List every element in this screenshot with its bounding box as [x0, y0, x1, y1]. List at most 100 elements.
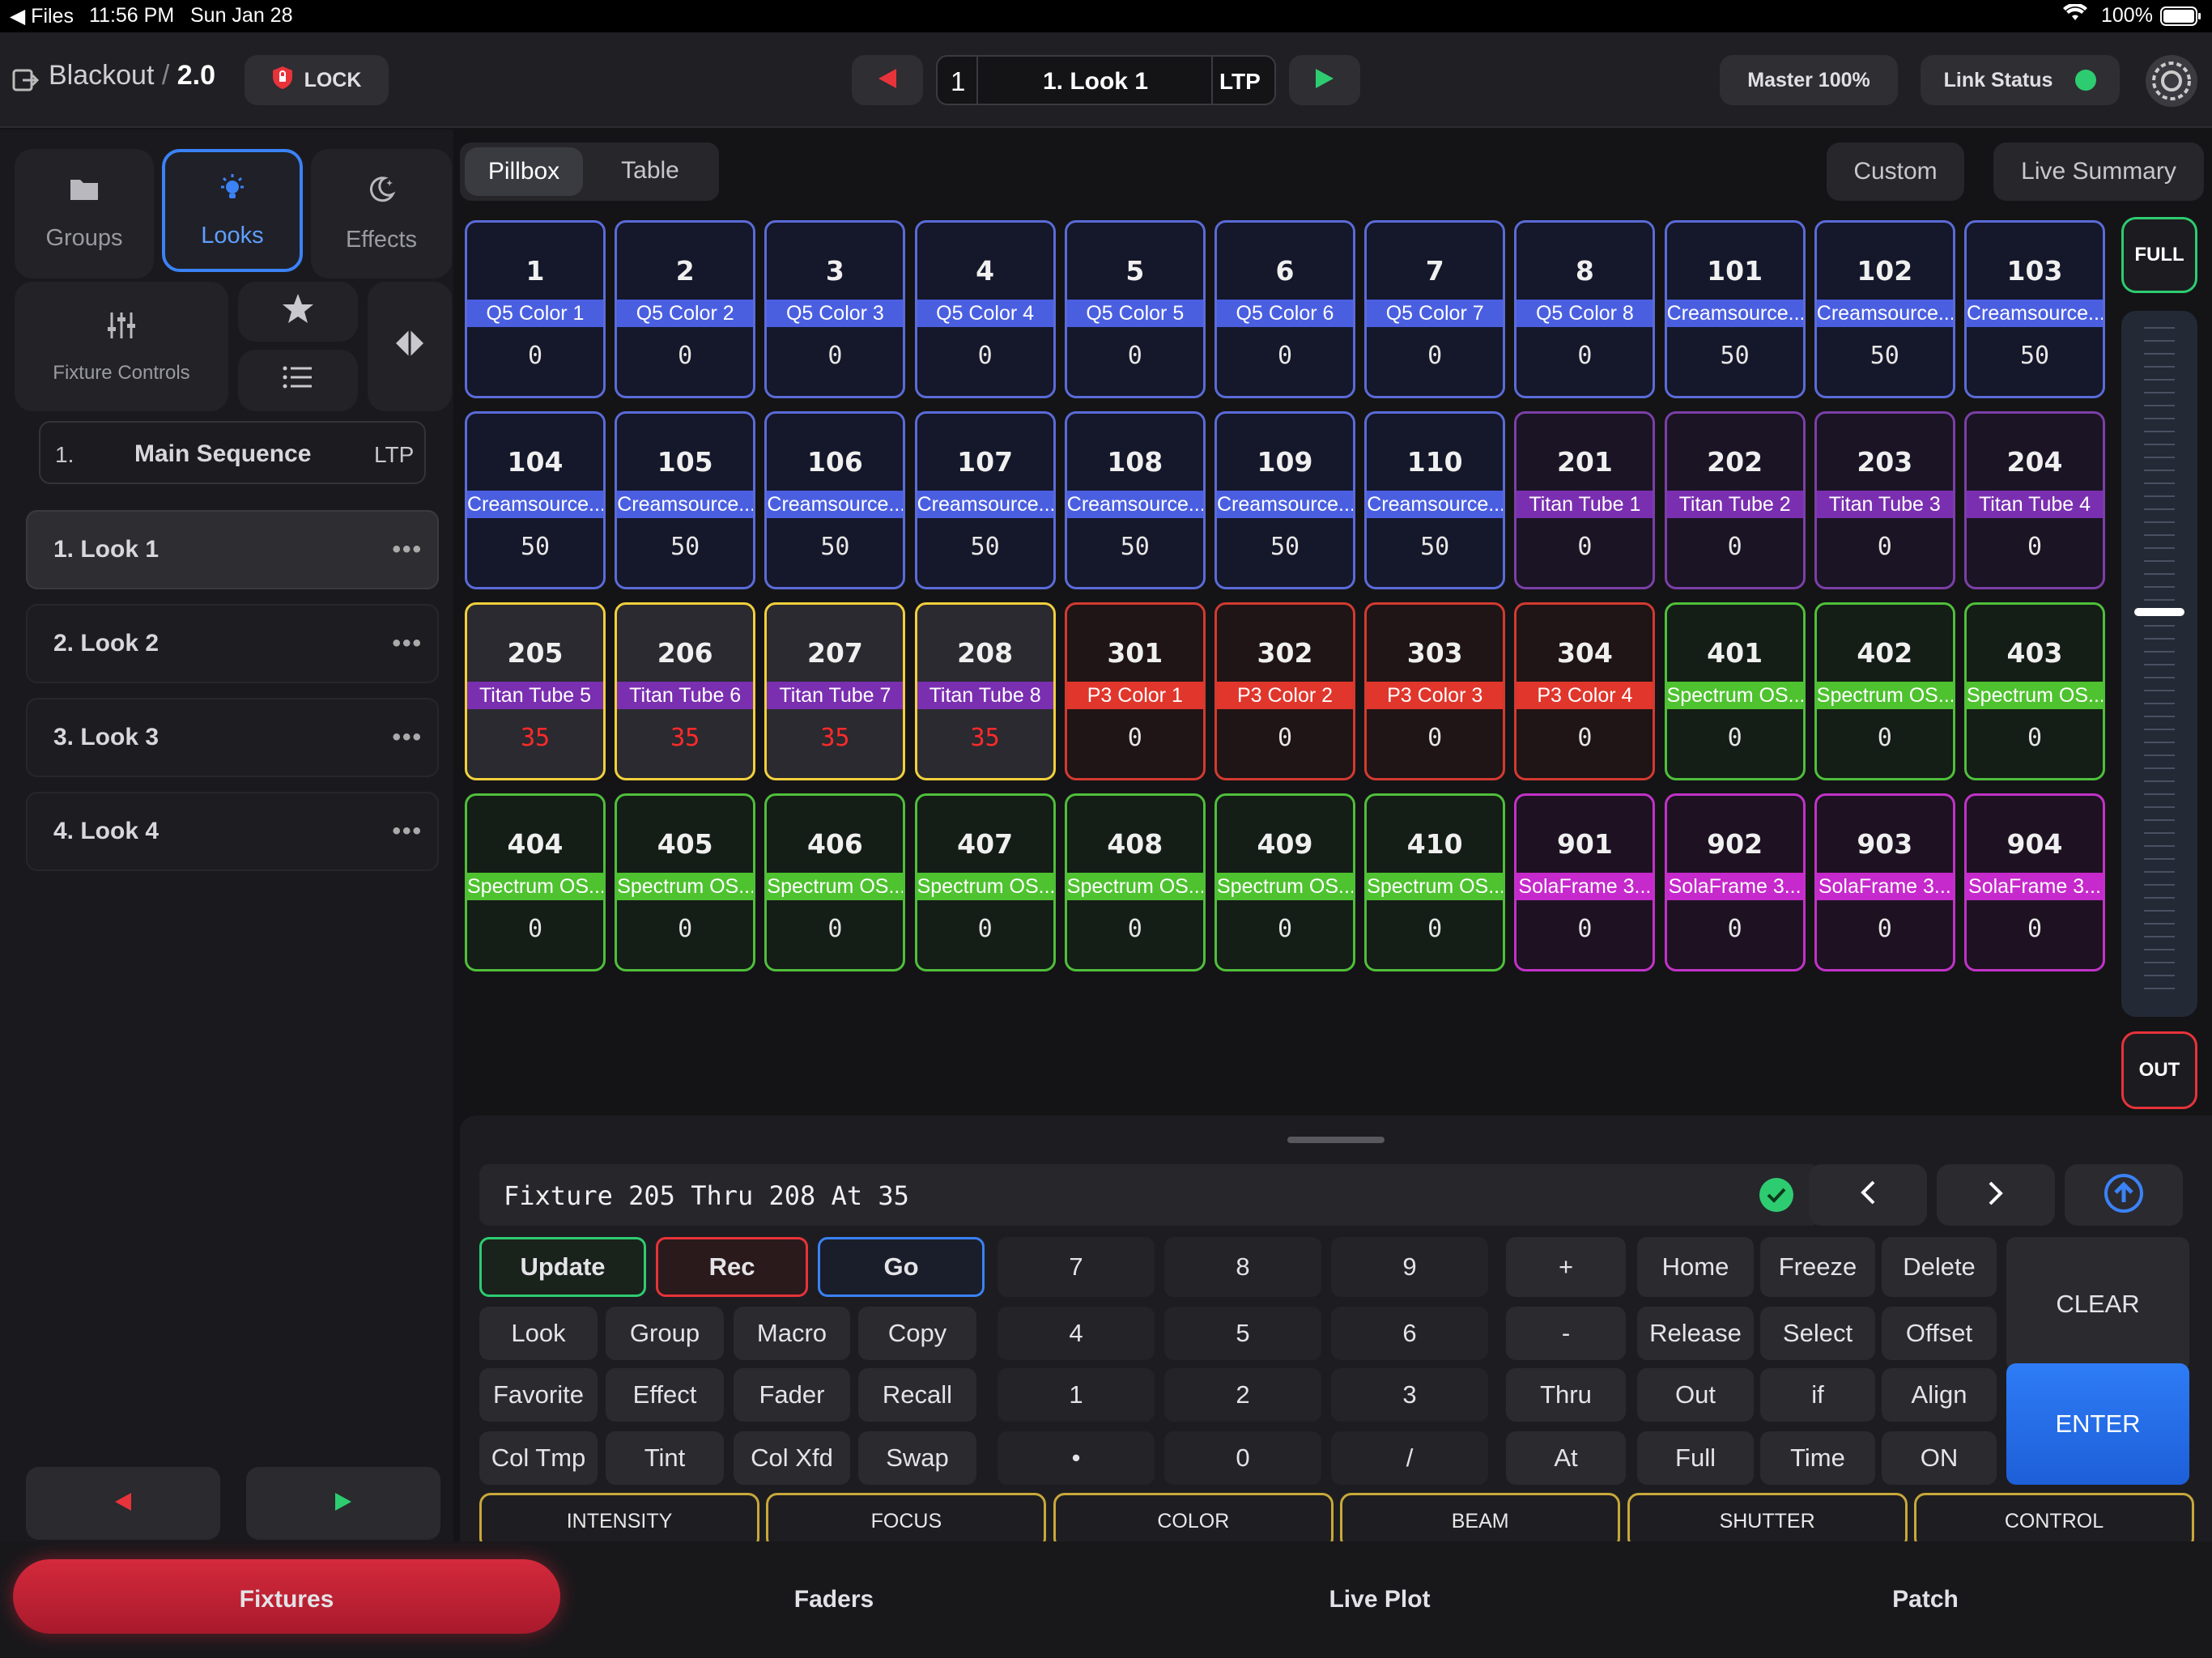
link-status-button[interactable]: Link Status — [1921, 55, 2120, 105]
command-line-input[interactable]: Fixture 205 Thru 208 At 35 — [479, 1164, 1820, 1226]
fixture-cell-903[interactable]: 903 SolaFrame 3... 0 — [1814, 793, 1955, 971]
more-options-icon[interactable]: ••• — [392, 630, 423, 657]
sidebar-next-button[interactable] — [246, 1467, 440, 1540]
key-select[interactable]: Select — [1760, 1307, 1875, 1360]
key-group[interactable]: Group — [606, 1307, 724, 1360]
key-copy[interactable]: Copy — [858, 1307, 976, 1360]
cursor-right-button[interactable] — [1937, 1164, 2055, 1226]
fixture-cell-203[interactable]: 203 Titan Tube 3 0 — [1814, 411, 1955, 589]
fixture-cell-3[interactable]: 3 Q5 Color 3 0 — [764, 220, 906, 398]
sidebar-prev-button[interactable] — [26, 1467, 220, 1540]
fixture-cell-5[interactable]: 5 Q5 Color 5 0 — [1064, 220, 1206, 398]
fixture-cell-202[interactable]: 202 Titan Tube 2 0 — [1664, 411, 1806, 589]
key-slash[interactable]: / — [1331, 1431, 1488, 1485]
fixture-cell-402[interactable]: 402 Spectrum OS... 0 — [1814, 602, 1955, 780]
key-tint[interactable]: Tint — [606, 1431, 724, 1485]
fixture-cell-904[interactable]: 904 SolaFrame 3... 0 — [1964, 793, 2105, 971]
more-options-icon[interactable]: ••• — [392, 536, 423, 563]
fixture-cell-101[interactable]: 101 Creamsource... 50 — [1664, 220, 1806, 398]
key-6[interactable]: 6 — [1331, 1307, 1488, 1360]
fixture-controls-button[interactable]: Fixture Controls — [15, 282, 228, 411]
diamond-nav-button[interactable] — [368, 282, 452, 411]
favorites-button[interactable] — [238, 282, 358, 342]
tab-live-plot[interactable]: Live Plot — [1329, 1586, 1431, 1613]
custom-button[interactable]: Custom — [1827, 142, 1964, 201]
cue-item-3[interactable]: 3. Look 3 ••• — [26, 698, 439, 777]
cue-display[interactable]: 1 1. Look 1 LTP — [936, 55, 1276, 105]
key-recall[interactable]: Recall — [858, 1368, 976, 1422]
tab-patch[interactable]: Patch — [1892, 1586, 1959, 1613]
key-8[interactable]: 8 — [1164, 1237, 1321, 1297]
fixture-cell-7[interactable]: 7 Q5 Color 7 0 — [1364, 220, 1506, 398]
update-button[interactable]: Update — [479, 1237, 646, 1297]
master-fader-track[interactable] — [2121, 311, 2197, 1017]
fixture-cell-106[interactable]: 106 Creamsource... 50 — [764, 411, 906, 589]
key-offset[interactable]: Offset — [1882, 1307, 1997, 1360]
key-swap[interactable]: Swap — [858, 1431, 976, 1485]
fixture-cell-204[interactable]: 204 Titan Tube 4 0 — [1964, 411, 2105, 589]
fixture-cell-104[interactable]: 104 Creamsource... 50 — [465, 411, 606, 589]
key-0[interactable]: 0 — [1164, 1431, 1321, 1485]
key-4[interactable]: 4 — [998, 1307, 1155, 1360]
cue-item-4[interactable]: 4. Look 4 ••• — [26, 792, 439, 871]
enter-button[interactable]: ENTER — [2006, 1363, 2189, 1485]
fixture-cell-409[interactable]: 409 Spectrum OS... 0 — [1214, 793, 1355, 971]
key-7[interactable]: 7 — [998, 1237, 1155, 1297]
fader-out-button[interactable]: OUT — [2121, 1031, 2197, 1109]
tab-looks[interactable]: Looks — [162, 149, 303, 272]
fixture-cell-401[interactable]: 401 Spectrum OS... 0 — [1664, 602, 1806, 780]
cue-item-1[interactable]: 1. Look 1 ••• — [26, 510, 439, 589]
fixture-cell-408[interactable]: 408 Spectrum OS... 0 — [1064, 793, 1206, 971]
fixture-cell-201[interactable]: 201 Titan Tube 1 0 — [1514, 411, 1656, 589]
exit-show-icon[interactable] — [11, 66, 40, 98]
key-favorite[interactable]: Favorite — [479, 1368, 598, 1422]
fixture-cell-110[interactable]: 110 Creamsource... 50 — [1364, 411, 1506, 589]
key-thru[interactable]: Thru — [1506, 1368, 1626, 1422]
key-plus[interactable]: + — [1506, 1237, 1626, 1297]
fixture-cell-108[interactable]: 108 Creamsource... 50 — [1064, 411, 1206, 589]
back-to-files-link[interactable]: ◀ Files — [10, 5, 74, 28]
key-release[interactable]: Release — [1637, 1307, 1754, 1360]
fixture-cell-207[interactable]: 207 Titan Tube 7 35 — [764, 602, 906, 780]
fixture-cell-103[interactable]: 103 Creamsource... 50 — [1964, 220, 2105, 398]
attribute-focus[interactable]: FOCUS — [766, 1493, 1047, 1550]
key-fader[interactable]: Fader — [734, 1368, 850, 1422]
key-time[interactable]: Time — [1760, 1431, 1875, 1485]
key-3[interactable]: 3 — [1331, 1368, 1488, 1422]
fixture-cell-6[interactable]: 6 Q5 Color 6 0 — [1214, 220, 1355, 398]
tab-table[interactable]: Table — [621, 157, 679, 184]
fixture-cell-901[interactable]: 901 SolaFrame 3... 0 — [1514, 793, 1656, 971]
sequence-selector[interactable]: 1. Main Sequence LTP — [39, 421, 426, 484]
fixture-cell-403[interactable]: 403 Spectrum OS... 0 — [1964, 602, 2105, 780]
fixture-cell-304[interactable]: 304 P3 Color 4 0 — [1514, 602, 1656, 780]
fixture-cell-4[interactable]: 4 Q5 Color 4 0 — [914, 220, 1056, 398]
fixture-cell-302[interactable]: 302 P3 Color 2 0 — [1214, 602, 1355, 780]
master-fader-handle[interactable] — [2134, 608, 2184, 617]
fixture-cell-902[interactable]: 902 SolaFrame 3... 0 — [1664, 793, 1806, 971]
key-col-tmp[interactable]: Col Tmp — [479, 1431, 598, 1485]
fixture-cell-206[interactable]: 206 Titan Tube 6 35 — [615, 602, 756, 780]
fixture-cell-407[interactable]: 407 Spectrum OS... 0 — [914, 793, 1056, 971]
key-align[interactable]: Align — [1882, 1368, 1997, 1422]
key-decimal[interactable]: • — [998, 1431, 1155, 1485]
key-at[interactable]: At — [1506, 1431, 1626, 1485]
tab-groups[interactable]: Groups — [15, 149, 154, 278]
key-effect[interactable]: Effect — [606, 1368, 724, 1422]
key-look[interactable]: Look — [479, 1307, 598, 1360]
cursor-left-button[interactable] — [1809, 1164, 1927, 1226]
fader-full-button[interactable]: FULL — [2121, 217, 2197, 293]
fixture-cell-2[interactable]: 2 Q5 Color 2 0 — [615, 220, 756, 398]
tab-faders[interactable]: Faders — [793, 1586, 874, 1613]
record-button[interactable]: Rec — [656, 1237, 808, 1297]
fixture-cell-406[interactable]: 406 Spectrum OS... 0 — [764, 793, 906, 971]
live-summary-button[interactable]: Live Summary — [1993, 142, 2204, 201]
cue-item-2[interactable]: 2. Look 2 ••• — [26, 604, 439, 683]
fixture-cell-205[interactable]: 205 Titan Tube 5 35 — [465, 602, 606, 780]
list-view-button[interactable] — [238, 350, 358, 411]
previous-cue-button[interactable] — [852, 55, 923, 105]
key-minus[interactable]: - — [1506, 1307, 1626, 1360]
fixture-cell-1[interactable]: 1 Q5 Color 1 0 — [465, 220, 606, 398]
key-col-xfd[interactable]: Col Xfd — [734, 1431, 850, 1485]
key-full[interactable]: Full — [1637, 1431, 1754, 1485]
key-freeze[interactable]: Freeze — [1760, 1237, 1875, 1297]
